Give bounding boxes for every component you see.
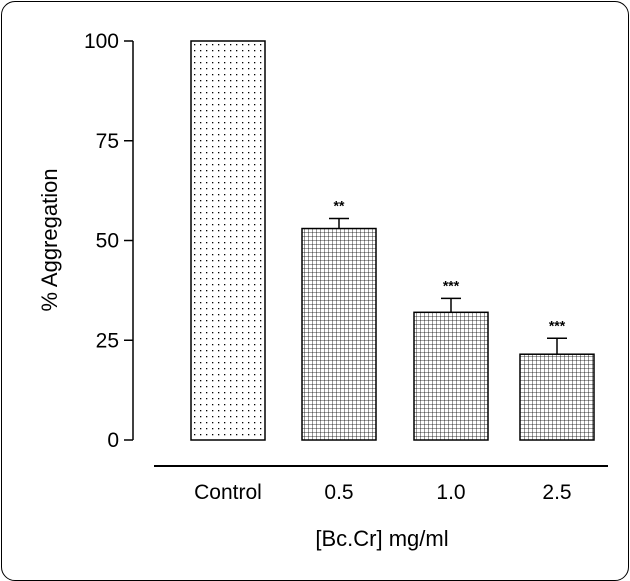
x-axis-title: [Bc.Cr] mg/ml — [315, 526, 448, 551]
x-tick-label: 0.5 — [324, 481, 353, 504]
bar-control — [190, 40, 266, 441]
x-tick-label: 2.5 — [542, 481, 571, 504]
bar-chart: % Aggregation [Bc.Cr] mg/ml 0 25 50 75 100 Co… — [37, 30, 608, 551]
significance-label: ** — [334, 198, 345, 214]
y-tick-label: 100 — [84, 30, 119, 53]
bar-1-0 — [413, 311, 489, 441]
significance-label: *** — [549, 317, 566, 333]
y-tick-label: 25 — [96, 329, 119, 352]
y-tick-label: 0 — [107, 429, 119, 452]
bar-2-5 — [519, 353, 595, 441]
significance-label: *** — [443, 277, 460, 293]
y-axis-title: % Aggregation — [37, 168, 62, 311]
y-tick-label: 50 — [96, 230, 119, 253]
x-tick-label: Control — [194, 481, 262, 504]
y-tick-label: 75 — [96, 130, 119, 153]
bar-0-5 — [301, 227, 377, 441]
x-tick-label: 1.0 — [436, 481, 465, 504]
